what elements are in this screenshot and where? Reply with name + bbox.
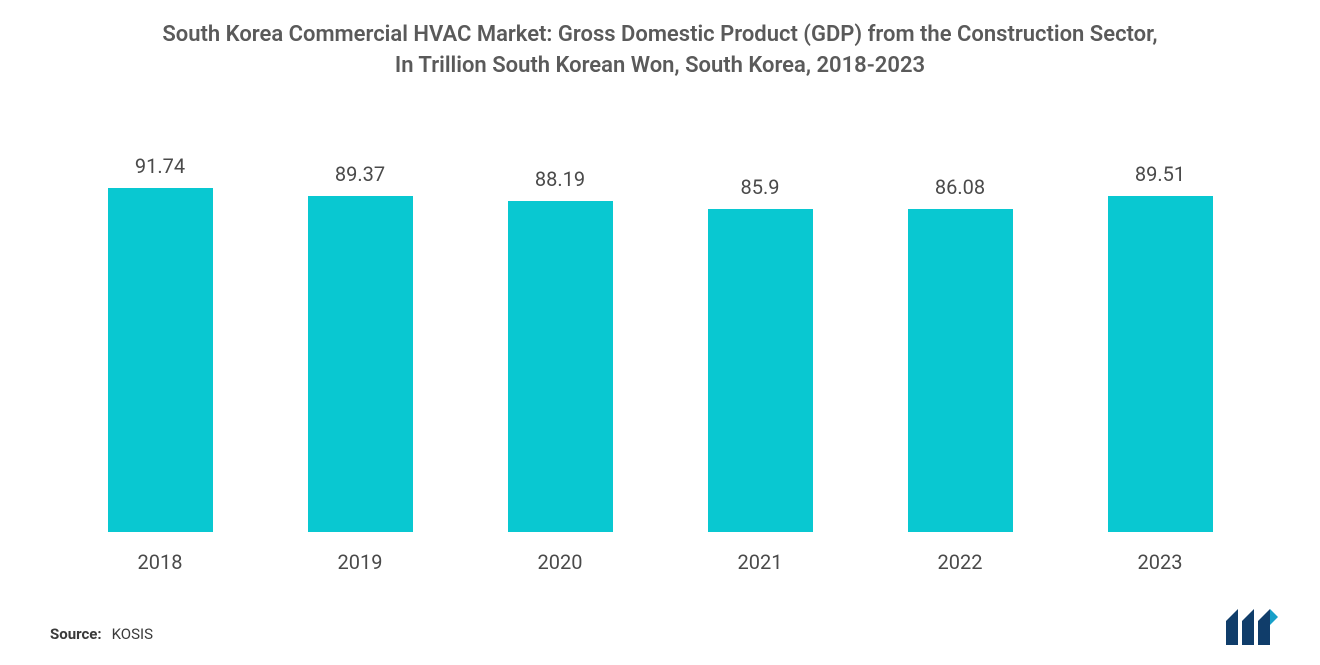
bar [308,196,413,531]
bar [508,201,613,532]
bar-value-label: 88.19 [535,167,585,191]
source-value: KOSIS [112,625,153,643]
source-footer: Source: KOSIS [50,625,153,643]
bar-group: 85.9 [660,122,859,532]
bar [908,209,1013,532]
bar [108,188,213,532]
bar [1108,196,1213,532]
x-axis-label: 2021 [660,550,859,574]
x-axis-labels: 2018 2019 2020 2021 2022 2023 [50,532,1270,574]
x-axis-label: 2018 [60,550,259,574]
x-axis-label: 2023 [1060,550,1259,574]
x-axis-label: 2022 [860,550,1059,574]
bar-value-label: 89.51 [1135,162,1185,186]
source-label: Source: [50,625,102,643]
bar-group: 89.51 [1060,122,1259,532]
chart-title: South Korea Commercial HVAC Market: Gros… [160,20,1160,82]
bar-group: 88.19 [460,122,659,532]
bar-group: 91.74 [60,122,259,532]
bar [708,209,813,531]
bar-group: 89.37 [260,122,459,532]
bar-value-label: 86.08 [935,175,985,199]
bar-group: 86.08 [860,122,1059,532]
bar-value-label: 91.74 [135,154,185,178]
bar-value-label: 85.9 [741,175,780,199]
chart-plot-area: 91.74 89.37 88.19 85.9 86.08 89.51 [50,122,1270,532]
x-axis-label: 2020 [460,550,659,574]
bar-value-label: 89.37 [335,162,385,186]
brand-logo [1224,607,1280,647]
x-axis-label: 2019 [260,550,459,574]
